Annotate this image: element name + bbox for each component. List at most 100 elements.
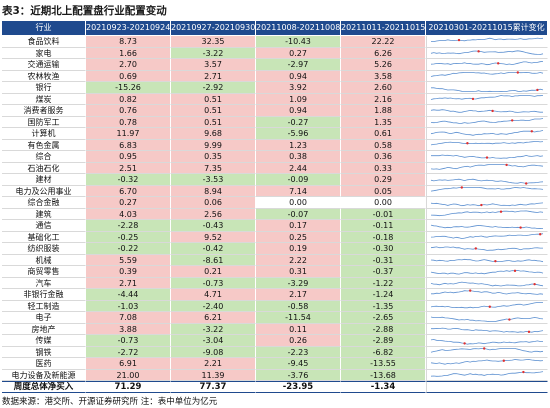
value-cell: -0.27 bbox=[256, 116, 341, 128]
sparkline-cell bbox=[426, 197, 548, 209]
value-cell: -2.23 bbox=[256, 346, 341, 358]
sparkline-dot bbox=[539, 232, 542, 235]
sparkline-path bbox=[430, 130, 544, 136]
sparkline bbox=[430, 117, 544, 124]
sparkline-dot bbox=[494, 259, 497, 262]
sparkline bbox=[430, 61, 544, 66]
sparkline-dot bbox=[457, 38, 461, 42]
value-cell: 21.00 bbox=[86, 369, 171, 381]
value-cell: 0.21 bbox=[171, 266, 256, 278]
value-cell: -0.25 bbox=[86, 231, 171, 243]
data-row: 综合金融 0.27 0.06 0.00 0.00 bbox=[2, 197, 548, 209]
value-cell: -2.28 bbox=[86, 220, 171, 232]
value-cell: 71.29 bbox=[86, 381, 171, 393]
value-cell: -3.53 bbox=[171, 174, 256, 186]
value-cell: -15.26 bbox=[86, 82, 171, 94]
data-row: 机械 5.59 -8.61 2.22 -0.31 bbox=[2, 254, 548, 266]
value-cell: 7.14 bbox=[256, 185, 341, 197]
header-cell: 20211008-20211008 bbox=[256, 21, 341, 36]
sparkline-cell bbox=[426, 93, 548, 105]
sparkline-path bbox=[430, 316, 544, 322]
value-cell: 2.56 bbox=[171, 208, 256, 220]
sparkline-cell bbox=[426, 220, 548, 232]
value-cell: 3.57 bbox=[171, 59, 256, 71]
value-cell: 0.94 bbox=[256, 70, 341, 82]
value-cell: 0.00 bbox=[256, 197, 341, 209]
value-cell: 2.70 bbox=[86, 59, 171, 71]
sparkline bbox=[430, 70, 544, 77]
value-cell: -2.65 bbox=[341, 312, 426, 324]
sparkline-cell bbox=[426, 277, 548, 289]
industry-cell: 基础化工 bbox=[2, 231, 86, 243]
sparkline bbox=[430, 281, 544, 286]
value-cell: 0.33 bbox=[341, 162, 426, 174]
data-row: 建材 -0.32 -3.53 -0.09 0.29 bbox=[2, 174, 548, 186]
value-cell: -3.22 bbox=[171, 323, 256, 335]
data-row: 计算机 11.97 9.68 -5.96 0.61 bbox=[2, 128, 548, 140]
value-cell: 0.61 bbox=[341, 128, 426, 140]
industry-cell: 消费者服务 bbox=[2, 105, 86, 117]
value-cell: 0.94 bbox=[256, 105, 341, 117]
value-cell: 2.16 bbox=[341, 93, 426, 105]
value-cell: 2.51 bbox=[86, 162, 171, 174]
data-row: 食品饮料 8.73 32.35 -10.43 22.22 bbox=[2, 36, 548, 48]
value-cell: -2.92 bbox=[171, 82, 256, 94]
sparkline bbox=[430, 346, 544, 353]
value-cell: 2.44 bbox=[256, 162, 341, 174]
sparkline-cell bbox=[426, 59, 548, 71]
sparkline-dot bbox=[533, 282, 536, 285]
sparkline-path bbox=[430, 301, 543, 308]
industry-cell: 农林牧渔 bbox=[2, 70, 86, 82]
sparkline-cell bbox=[426, 231, 548, 243]
industry-cell: 石油石化 bbox=[2, 162, 86, 174]
value-cell: 22.22 bbox=[341, 36, 426, 48]
footer: 数据来源：港交所、开源证券研究所 注：表中单位为亿元 bbox=[2, 397, 218, 407]
value-cell: -5.96 bbox=[256, 128, 341, 140]
sparkline bbox=[430, 185, 544, 191]
value-cell: -0.01 bbox=[341, 208, 426, 220]
sparkline-cell bbox=[426, 36, 548, 48]
industry-cell: 汽车 bbox=[2, 277, 86, 289]
industry-cell: 通信 bbox=[2, 220, 86, 232]
value-cell: 5.59 bbox=[86, 254, 171, 266]
data-row: 农林牧渔 0.69 2.71 0.94 3.58 bbox=[2, 70, 548, 82]
sparkline-cell bbox=[426, 358, 548, 370]
value-cell: 6.70 bbox=[86, 185, 171, 197]
sparkline bbox=[430, 94, 544, 100]
value-cell: 0.27 bbox=[86, 197, 171, 209]
value-cell: -0.58 bbox=[256, 300, 341, 312]
data-row: 钢铁 -2.72 -9.08 -2.23 -6.82 bbox=[2, 346, 548, 358]
sparkline bbox=[430, 37, 544, 43]
value-cell: -1.22 bbox=[341, 277, 426, 289]
sparkline-path bbox=[430, 359, 544, 365]
header-cell: 20210923-20210924 bbox=[86, 21, 171, 36]
value-cell: 11.39 bbox=[171, 369, 256, 381]
sparkline bbox=[431, 289, 544, 295]
sparkline-cell bbox=[426, 346, 548, 358]
value-cell: 8.94 bbox=[171, 185, 256, 197]
industry-cell: 电力及公用事业 bbox=[2, 185, 86, 197]
industry-cell: 国防军工 bbox=[2, 116, 86, 128]
sparkline-dot bbox=[463, 342, 466, 345]
value-cell: 0.31 bbox=[256, 266, 341, 278]
data-row: 汽车 2.71 -0.73 -3.29 -1.22 bbox=[2, 277, 548, 289]
data-row: 家电 1.66 -3.22 0.27 6.26 bbox=[2, 47, 548, 59]
value-cell: 0.78 bbox=[86, 116, 171, 128]
sparkline-cell bbox=[426, 151, 548, 163]
sparkline-cell bbox=[426, 381, 548, 393]
value-cell: 0.19 bbox=[256, 243, 341, 255]
title: 表3：近期北上配置盘行业配置变动 bbox=[2, 5, 167, 17]
sparkline-cell bbox=[426, 47, 548, 59]
sparkline-cell bbox=[426, 82, 548, 94]
sparkline bbox=[430, 370, 544, 377]
value-cell: 9.68 bbox=[171, 128, 256, 140]
sparkline bbox=[430, 163, 544, 170]
sparkline-dot bbox=[469, 289, 472, 292]
industry-cell: 电力设备及新能源 bbox=[2, 369, 86, 381]
value-cell: 0.38 bbox=[256, 151, 341, 163]
value-cell: 3.88 bbox=[86, 323, 171, 335]
sparkline-dot bbox=[505, 163, 508, 166]
value-cell: -6.82 bbox=[341, 346, 426, 358]
data-row: 基础化工 -0.25 9.52 0.25 -0.18 bbox=[2, 231, 548, 243]
sparkline-cell bbox=[426, 128, 548, 140]
